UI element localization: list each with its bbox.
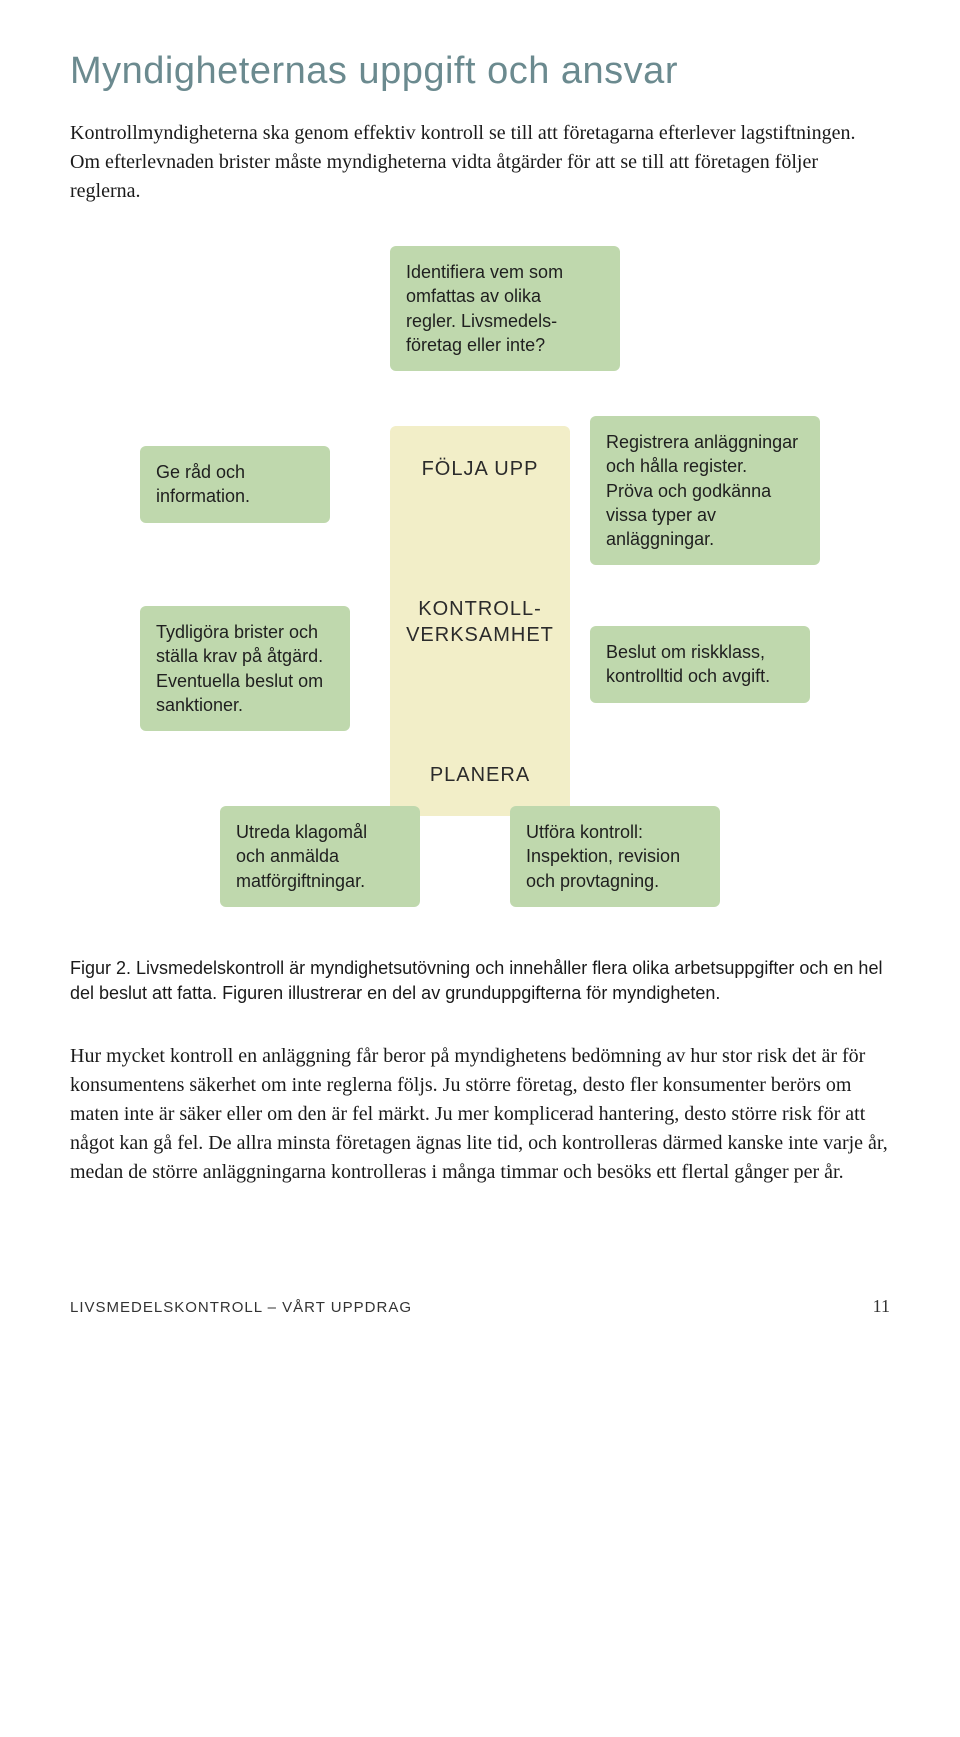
diagram-box-bot1: Utreda klagomål och anmälda matförgiftni… xyxy=(220,806,420,907)
diagram-center-column: FÖLJA UPP KONTROLL- VERKSAMHET PLANERA xyxy=(390,426,570,816)
center-item-kontroll: KONTROLL- VERKSAMHET xyxy=(406,596,554,648)
figure-caption: Figur 2. Livsmedelskontroll är myndighet… xyxy=(70,956,890,1006)
diagram-box-right1: Registrera anläggningar och hålla regist… xyxy=(590,416,820,565)
document-page: Myndigheternas uppgift och ansvar Kontro… xyxy=(0,0,960,1347)
center-item-follow-up: FÖLJA UPP xyxy=(422,456,539,482)
diagram-box-bot2: Utföra kontroll: Inspektion, revision oc… xyxy=(510,806,720,907)
kontroll-diagram: Identifiera vem som omfattas av olika re… xyxy=(140,246,820,926)
center-item-planera: PLANERA xyxy=(430,762,530,788)
diagram-box-left1: Ge råd och information. xyxy=(140,446,330,523)
intro-paragraph: Kontrollmyndigheterna ska genom effektiv… xyxy=(70,119,890,206)
page-number: 11 xyxy=(873,1296,890,1317)
diagram-box-top: Identifiera vem som omfattas av olika re… xyxy=(390,246,620,371)
page-title: Myndigheternas uppgift och ansvar xyxy=(70,50,890,93)
diagram-container: Identifiera vem som omfattas av olika re… xyxy=(140,246,820,926)
diagram-box-left2: Tydligöra brister och ställa krav på åtg… xyxy=(140,606,350,731)
page-footer: LIVSMEDELSKONTROLL – VÅRT UPPDRAG 11 xyxy=(70,1296,890,1317)
footer-title: LIVSMEDELSKONTROLL – VÅRT UPPDRAG xyxy=(70,1299,412,1316)
body-paragraph: Hur mycket kontroll en anläggning får be… xyxy=(70,1042,890,1187)
diagram-box-right2: Beslut om riskklass, kontrolltid och avg… xyxy=(590,626,810,703)
